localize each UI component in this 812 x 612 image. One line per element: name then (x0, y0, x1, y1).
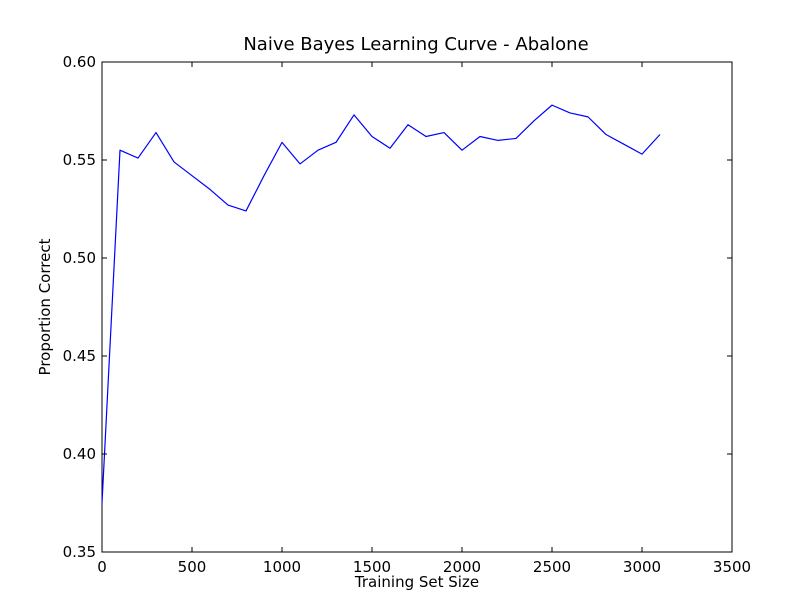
x-tick-label: 3000 (623, 558, 661, 576)
x-tick-label: 3500 (713, 558, 751, 576)
y-tick-label: 0.45 (63, 347, 96, 365)
x-tick-label: 0 (97, 558, 107, 576)
x-tick-label: 1000 (263, 558, 301, 576)
y-axis-title: Proportion Correct (36, 238, 54, 375)
y-tick-label: 0.50 (63, 249, 96, 267)
x-tick-label: 500 (178, 558, 207, 576)
plot-area (101, 61, 733, 553)
chart-title: Naive Bayes Learning Curve - Abalone (243, 34, 588, 55)
y-tick-label: 0.40 (63, 445, 96, 463)
x-tick-label: 2500 (533, 558, 571, 576)
tick-labels-layer: 0 500 1000 1500 2000 2500 3000 3500 0.35 0.40 0.45… (63, 53, 752, 576)
x-tick-label: 1500 (353, 558, 391, 576)
series-layer (101, 104, 661, 504)
y-tick-label: 0.60 (63, 53, 96, 71)
ticks-layer (101, 61, 733, 553)
x-axis-title: Training Set Size (354, 573, 479, 591)
series-line-1 (101, 104, 661, 504)
y-tick-label: 0.55 (63, 151, 96, 169)
y-tick-label: 0.35 (63, 543, 96, 561)
x-tick-label: 2000 (443, 558, 481, 576)
